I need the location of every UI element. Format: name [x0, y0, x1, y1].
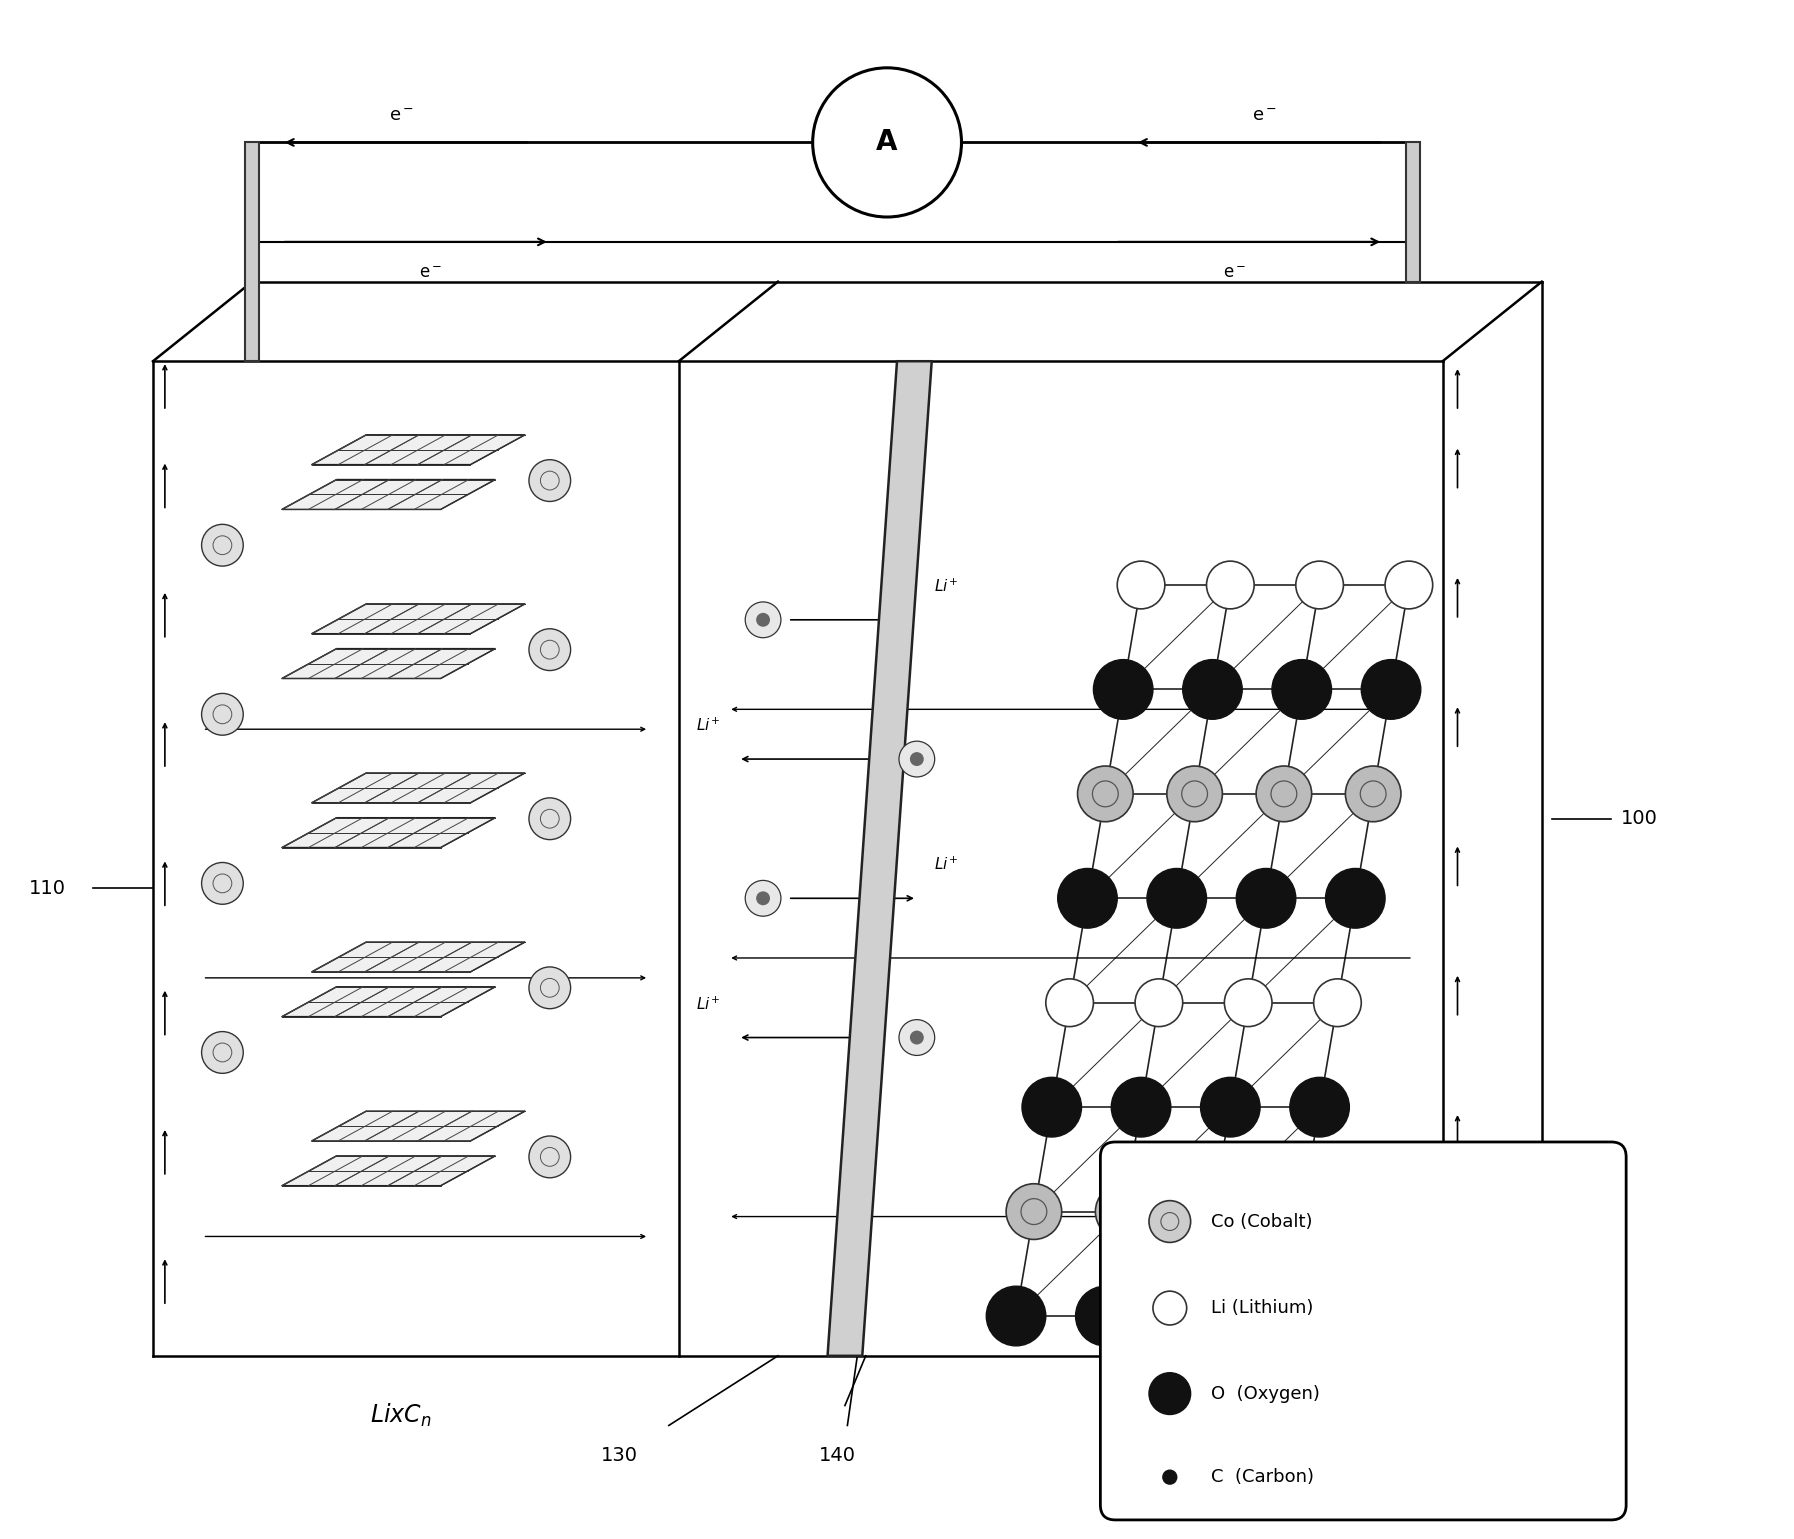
- Circle shape: [1362, 660, 1421, 719]
- Circle shape: [1290, 1077, 1349, 1137]
- Circle shape: [899, 1020, 935, 1056]
- Circle shape: [201, 1031, 244, 1073]
- Circle shape: [1148, 1373, 1191, 1414]
- Text: Li$_{1-x}$C$_o$O$_2$: Li$_{1-x}$C$_o$O$_2$: [1215, 1402, 1333, 1430]
- Text: 100: 100: [1622, 810, 1658, 828]
- Circle shape: [1006, 1183, 1062, 1239]
- Polygon shape: [282, 648, 495, 679]
- Circle shape: [910, 1031, 924, 1045]
- Text: e$^-$: e$^-$: [1224, 263, 1245, 282]
- Circle shape: [1146, 868, 1207, 928]
- Circle shape: [1326, 868, 1385, 928]
- Circle shape: [1166, 766, 1222, 822]
- Circle shape: [1148, 1200, 1191, 1242]
- Circle shape: [755, 891, 770, 905]
- Polygon shape: [312, 1111, 526, 1140]
- Polygon shape: [282, 480, 495, 509]
- Circle shape: [745, 602, 780, 637]
- Circle shape: [529, 966, 570, 1008]
- Circle shape: [1093, 660, 1154, 719]
- Circle shape: [1313, 979, 1362, 1027]
- Circle shape: [1058, 868, 1118, 928]
- Circle shape: [1200, 1077, 1259, 1137]
- Circle shape: [1182, 660, 1241, 719]
- Bar: [1406, 143, 1419, 282]
- Polygon shape: [312, 773, 526, 803]
- Circle shape: [813, 68, 962, 217]
- Circle shape: [910, 753, 924, 766]
- Text: 110: 110: [29, 879, 66, 897]
- Polygon shape: [282, 986, 495, 1017]
- Polygon shape: [312, 603, 526, 634]
- Circle shape: [1295, 562, 1344, 609]
- Polygon shape: [827, 362, 931, 1356]
- Polygon shape: [282, 817, 495, 848]
- Circle shape: [1110, 1077, 1171, 1137]
- Circle shape: [201, 862, 244, 905]
- FancyBboxPatch shape: [1100, 1142, 1625, 1521]
- Circle shape: [201, 525, 244, 566]
- Circle shape: [1207, 562, 1254, 609]
- Circle shape: [1272, 660, 1331, 719]
- Circle shape: [529, 797, 570, 840]
- Text: C  (Carbon): C (Carbon): [1211, 1468, 1315, 1487]
- Circle shape: [899, 742, 935, 777]
- Circle shape: [529, 460, 570, 502]
- Text: e$^-$: e$^-$: [420, 263, 443, 282]
- Circle shape: [1184, 1183, 1240, 1239]
- Circle shape: [1274, 1183, 1329, 1239]
- Text: A: A: [875, 128, 897, 157]
- Text: LixC$_n$: LixC$_n$: [370, 1402, 432, 1430]
- Circle shape: [1154, 1291, 1186, 1325]
- Circle shape: [1096, 1183, 1152, 1239]
- Text: e$^-$: e$^-$: [389, 106, 413, 125]
- Circle shape: [1256, 766, 1311, 822]
- Circle shape: [1023, 1077, 1082, 1137]
- Circle shape: [529, 1136, 570, 1177]
- Polygon shape: [312, 436, 526, 465]
- Circle shape: [1078, 766, 1134, 822]
- Text: Li (Lithium): Li (Lithium): [1211, 1299, 1313, 1317]
- Circle shape: [987, 1287, 1046, 1347]
- Bar: [246, 143, 258, 362]
- Text: Co (Cobalt): Co (Cobalt): [1211, 1213, 1313, 1231]
- Circle shape: [1046, 979, 1093, 1027]
- Circle shape: [1136, 979, 1182, 1027]
- Text: Li$^+$: Li$^+$: [696, 717, 721, 734]
- Circle shape: [1076, 1287, 1136, 1347]
- Circle shape: [1346, 766, 1401, 822]
- Text: O  (Oxygen): O (Oxygen): [1211, 1385, 1320, 1402]
- Circle shape: [745, 880, 780, 916]
- Circle shape: [529, 629, 570, 671]
- Circle shape: [1118, 562, 1164, 609]
- Polygon shape: [312, 942, 526, 973]
- Circle shape: [1164, 1287, 1224, 1347]
- Circle shape: [1236, 868, 1295, 928]
- Text: Li$^+$: Li$^+$: [935, 856, 960, 874]
- Text: Li$^+$: Li$^+$: [696, 996, 721, 1013]
- Text: e$^-$: e$^-$: [1252, 106, 1277, 125]
- Text: 130: 130: [601, 1445, 637, 1465]
- Circle shape: [755, 613, 770, 626]
- Text: Li$^+$: Li$^+$: [935, 577, 960, 596]
- Circle shape: [1254, 1287, 1313, 1347]
- Circle shape: [201, 694, 244, 736]
- Text: 140: 140: [820, 1445, 856, 1465]
- Circle shape: [1385, 562, 1433, 609]
- Circle shape: [1224, 979, 1272, 1027]
- Circle shape: [1163, 1470, 1177, 1484]
- Polygon shape: [282, 1156, 495, 1185]
